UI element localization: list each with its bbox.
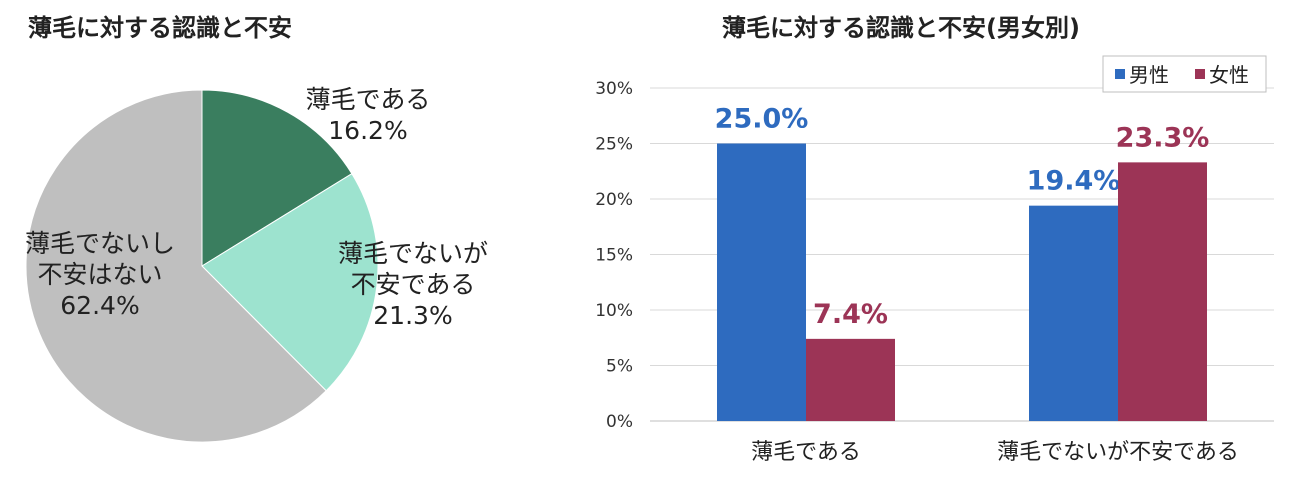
legend-swatch	[1195, 69, 1205, 79]
legend-label: 男性	[1129, 63, 1169, 87]
pie-slice	[201, 173, 379, 392]
y-tick-label: 0%	[606, 412, 633, 432]
x-category-label: 薄毛である	[751, 440, 861, 465]
pie-slice-label: 薄毛でないが不安である 21.3%	[338, 239, 488, 330]
pie-slice-label: 薄毛でないし不安はない 62.4%	[25, 229, 175, 320]
bar-value-label: 7.4%	[813, 299, 888, 330]
bar-value-label: 19.4%	[1027, 166, 1121, 197]
pie-chart-title: 薄毛に対する認識と不安	[28, 14, 292, 42]
y-tick-label: 25%	[595, 135, 633, 155]
bar-value-label: 25.0%	[715, 104, 809, 135]
y-tick-label: 5%	[606, 357, 633, 377]
bar	[717, 143, 806, 421]
bar	[1029, 205, 1118, 421]
pie-slice	[25, 89, 327, 443]
bar-value-label: 23.3%	[1116, 122, 1210, 153]
pie-slice	[201, 89, 353, 267]
y-tick-label: 30%	[595, 79, 633, 99]
y-tick-label: 10%	[595, 301, 633, 321]
legend	[1102, 55, 1267, 93]
bar	[806, 338, 895, 421]
x-category-label: 薄毛でないが不安である	[997, 440, 1239, 465]
bar-chart-title: 薄毛に対する認識と不安(男女別)	[722, 14, 1080, 42]
legend-swatch	[1115, 69, 1125, 79]
pie-slice-label: 薄毛である 16.2%	[306, 85, 431, 145]
legend-label: 女性	[1209, 63, 1249, 87]
y-tick-label: 15%	[595, 246, 633, 266]
bar	[1118, 162, 1207, 421]
y-tick-label: 20%	[595, 190, 633, 210]
